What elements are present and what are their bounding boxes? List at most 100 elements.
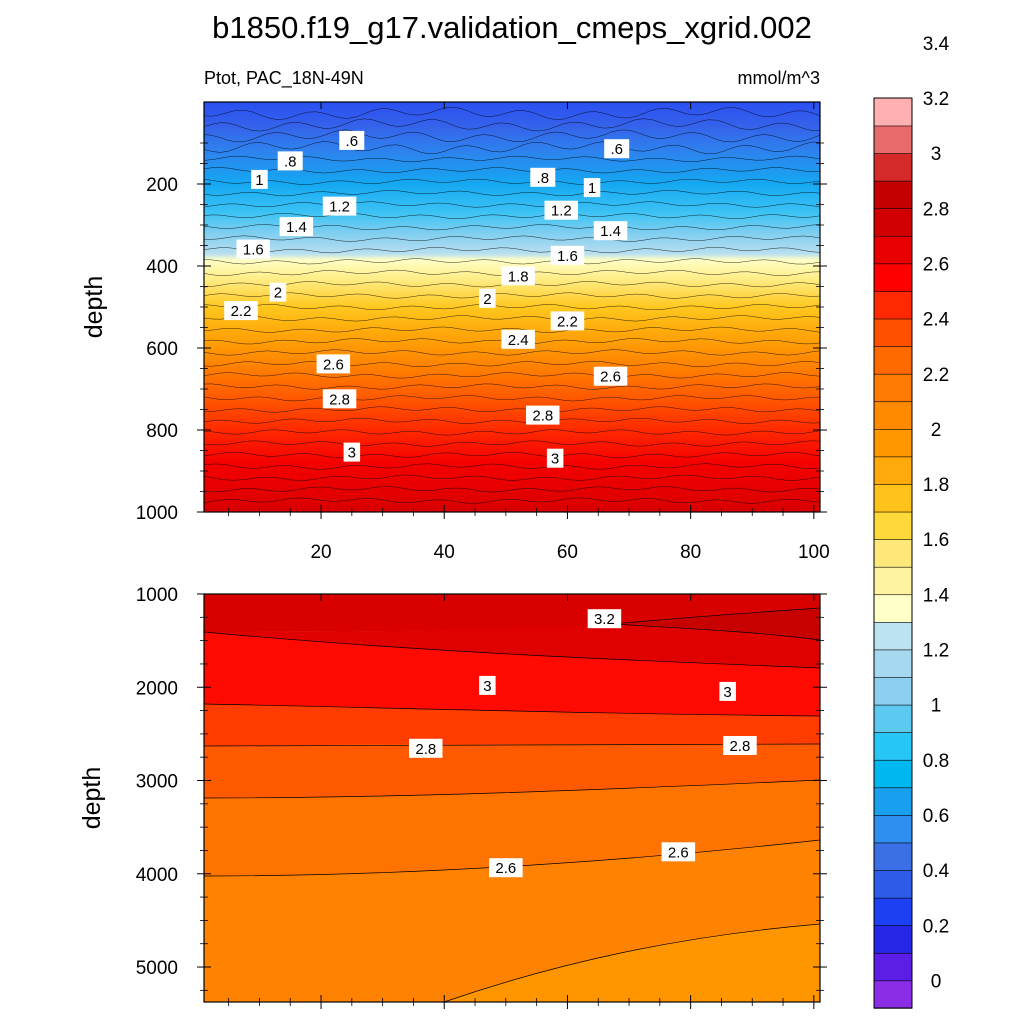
colorbar-swatch	[873, 814, 913, 844]
contour-line	[203, 315, 821, 322]
contour-label: 1.4	[600, 223, 621, 240]
contour-label: 1.2	[329, 199, 350, 216]
upper-y-tick-label: 800	[146, 421, 178, 442]
colorbar-swatch	[873, 483, 913, 513]
contour-label-box	[661, 842, 696, 862]
colorbar-label: 0.4	[923, 861, 950, 882]
contour-label: 1.4	[286, 219, 307, 236]
colorbar-label: 2	[931, 420, 942, 441]
contour-label: 2.2	[231, 303, 252, 320]
chart-title: b1850.f19_g17.validation_cmeps_xgrid.002	[212, 10, 812, 45]
chart-subtitle-left: Ptot, PAC_18N-49N	[204, 68, 364, 89]
colorbar-swatch	[873, 180, 913, 210]
contour-label: .6	[346, 133, 359, 150]
lower-ylabel: depth	[78, 767, 106, 830]
colorbar-label: 3	[931, 144, 942, 165]
contour-label-box	[593, 366, 628, 386]
contour-label-box	[224, 301, 258, 321]
colorbar-label: 1.8	[923, 475, 949, 496]
colorbar-swatch	[873, 428, 913, 458]
upper-y-tick-label: 600	[146, 339, 178, 360]
contour-label: .6	[610, 141, 623, 158]
contour-label: 2.2	[557, 313, 578, 330]
contour-line	[203, 118, 821, 132]
colorbar-label: 2.4	[923, 310, 950, 331]
contour-label-box	[587, 609, 622, 629]
chart-subtitle-right: mmol/m^3	[738, 68, 820, 88]
colorbar-swatch	[873, 869, 913, 899]
contour-label: 1.2	[551, 203, 572, 220]
contour-label-box	[343, 442, 361, 462]
contour-line	[203, 463, 821, 470]
band-2.4-2.6	[204, 744, 820, 798]
lower-frame	[203, 593, 821, 1003]
lower-panel	[203, 593, 821, 1003]
colorbar-label: 1.2	[923, 641, 949, 662]
colorbar-label: 0	[931, 971, 942, 992]
contour-line	[203, 406, 821, 413]
contour-label-box	[546, 448, 564, 468]
contour-label-box	[526, 405, 560, 425]
band-3.0-3.2-b	[204, 624, 820, 668]
contour-label: 3.2	[594, 611, 615, 628]
colorbar-label: 3.4	[923, 34, 950, 55]
contour-label-box	[583, 178, 601, 198]
contour-label-box	[269, 282, 287, 302]
colorbar-label: 1	[931, 696, 942, 717]
colorbar-swatch	[873, 759, 913, 789]
contour-label: 3	[483, 678, 491, 695]
lower-y-tick-label: 3000	[136, 772, 178, 793]
contour-label-box	[550, 245, 585, 265]
colorbar-label: 2.6	[923, 255, 949, 276]
colorbar-label: 2.8	[923, 199, 949, 220]
colorbar-swatch	[873, 897, 913, 926]
colorbar-swatch	[873, 290, 913, 320]
contour-labels: .6 .8 1 1.2 1.4 1.6 2 2.2 2.6 2.8 3 .6 .8 1 1.2 1.4 1.6 1…	[224, 130, 757, 878]
contour-label-box	[322, 196, 357, 216]
contour-label: 2	[274, 285, 282, 302]
colorbar-swatch	[873, 373, 913, 403]
contour-line	[203, 178, 821, 185]
colorbar-swatch	[873, 235, 913, 265]
contour-line	[203, 383, 821, 390]
contour-line	[203, 304, 821, 311]
contour-label: 3	[723, 684, 731, 701]
band-2.6-2.8	[204, 704, 820, 746]
contour-label-box	[277, 151, 303, 171]
contour-label: 1.8	[508, 268, 529, 285]
colorbar-swatch	[873, 704, 913, 733]
band-3.2	[612, 608, 820, 640]
contour-label-box	[479, 675, 496, 695]
upper-x-tick-label: 40	[434, 542, 455, 563]
contour-label-box	[322, 389, 357, 409]
contour-label-box	[409, 738, 443, 758]
colorbar-swatch	[873, 676, 913, 706]
colorbar-swatch	[873, 511, 913, 540]
colorbar-swatch	[873, 787, 913, 816]
colorbar-label: 3.2	[923, 89, 949, 110]
contour-line	[203, 258, 821, 265]
upper-y-tick-label: 1000	[136, 503, 178, 524]
axes: 20 40 60 80 100 200 400 600 800 1000 1000 2000 3000 4…	[136, 102, 830, 1009]
contour-label-box	[544, 200, 578, 220]
upper-x-tick-label: 80	[680, 542, 701, 563]
contour-line	[203, 474, 821, 481]
colorbar-swatch	[873, 731, 913, 761]
colorbar-swatch	[873, 208, 913, 237]
contour-label: 3	[348, 445, 356, 462]
contour-label: 2	[483, 291, 491, 308]
contour-line	[203, 395, 820, 402]
band-3.0-3.2	[204, 594, 820, 632]
contour-line	[203, 417, 821, 424]
colorbar-swatch	[873, 594, 913, 623]
contour-label-box	[339, 130, 365, 150]
upper-x-tick-label: 100	[798, 542, 830, 563]
contour-line	[203, 129, 821, 143]
contour-label: 2.6	[323, 356, 344, 373]
colorbar-swatch	[873, 621, 913, 651]
lower-y-tick-label: 1000	[136, 585, 178, 606]
upper-field	[204, 102, 820, 512]
contour-line	[203, 360, 821, 368]
contour-line	[203, 141, 821, 155]
colorbar-swatch	[873, 125, 913, 154]
